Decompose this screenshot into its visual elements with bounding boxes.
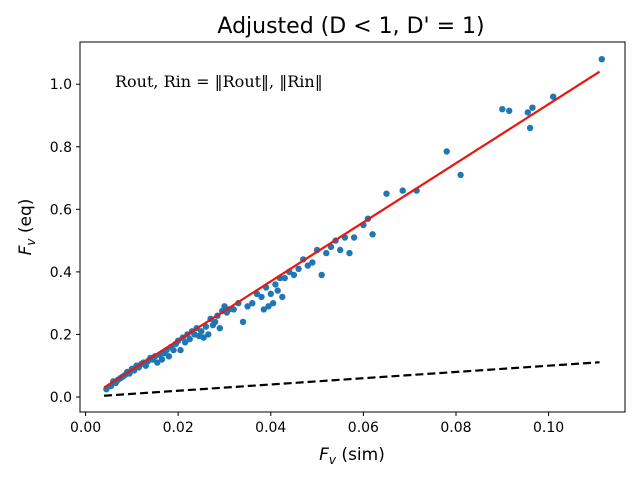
data-point xyxy=(200,334,207,341)
data-point xyxy=(170,346,177,354)
data-point xyxy=(165,353,173,360)
line-series xyxy=(103,70,601,397)
reference-line xyxy=(104,361,600,397)
x-tick-label: 0.00 xyxy=(70,420,101,436)
x-tick-label: 0.04 xyxy=(255,420,286,436)
data-point xyxy=(457,171,464,179)
data-point xyxy=(212,318,219,326)
data-point xyxy=(290,271,298,279)
data-point xyxy=(524,109,531,116)
data-point xyxy=(526,124,534,132)
y-axis-title-sub: v xyxy=(24,238,38,246)
y-tick-label: 1.0 xyxy=(50,77,72,93)
data-point xyxy=(258,293,265,301)
plot-area xyxy=(103,56,605,397)
data-point xyxy=(265,303,272,310)
data-point xyxy=(295,265,302,272)
data-point xyxy=(221,303,228,310)
data-point xyxy=(318,271,325,279)
data-point xyxy=(198,328,205,335)
data-point xyxy=(383,190,390,197)
chart-title: Adjusted (D < 1, D' = 1) xyxy=(217,14,484,39)
data-point xyxy=(529,104,536,111)
x-tick-label: 0.08 xyxy=(440,420,471,436)
data-point xyxy=(279,293,286,301)
data-point xyxy=(443,148,450,155)
y-axis-title-rest: (eq) xyxy=(16,199,36,239)
y-tick-label: 0.4 xyxy=(50,265,72,281)
data-point xyxy=(598,56,605,63)
x-axis: 0.00 0.02 0.04 0.06 0.08 0.10 xyxy=(70,412,564,436)
data-point xyxy=(249,300,256,307)
plot-frame xyxy=(79,41,626,413)
y-tick-label: 0.0 xyxy=(50,390,72,406)
x-tick-label: 0.06 xyxy=(348,420,379,436)
data-point xyxy=(499,106,506,113)
data-point xyxy=(177,346,184,354)
data-point xyxy=(346,249,353,257)
x-axis-title-main: F xyxy=(319,445,329,465)
data-point xyxy=(272,281,279,288)
data-point xyxy=(304,262,311,269)
data-point xyxy=(158,356,166,363)
x-tick-label: 0.10 xyxy=(533,420,564,436)
data-point xyxy=(267,290,274,297)
annotation-text: Rout, Rin = ‖Rout‖, ‖Rin‖ xyxy=(115,72,323,91)
scatter-series xyxy=(103,56,605,393)
data-point xyxy=(337,246,344,254)
x-axis-title-rest: (sim) xyxy=(336,445,385,465)
data-point xyxy=(181,339,189,346)
data-point xyxy=(369,231,376,238)
y-tick-label: 0.6 xyxy=(50,202,72,218)
x-axis-title: Fv (sim) xyxy=(319,445,385,467)
y-tick-label: 0.8 xyxy=(50,140,72,156)
y-axis: 0.0 0.2 0.4 0.6 0.8 1.0 xyxy=(50,77,80,406)
x-tick-label: 0.02 xyxy=(163,420,194,436)
data-point xyxy=(260,306,267,313)
y-axis-title: Fv (eq) xyxy=(16,199,38,256)
data-point xyxy=(216,325,223,332)
data-point xyxy=(399,187,406,194)
x-axis-title-sub: v xyxy=(329,453,337,467)
data-point xyxy=(281,274,288,282)
data-point xyxy=(244,303,251,310)
data-point xyxy=(350,234,358,241)
data-point xyxy=(205,331,212,338)
data-point xyxy=(274,287,281,294)
data-point xyxy=(230,306,237,313)
data-point xyxy=(239,318,247,326)
y-tick-label: 0.2 xyxy=(50,327,72,343)
data-point xyxy=(506,107,513,115)
data-point xyxy=(550,93,557,100)
data-point xyxy=(309,259,316,266)
fit-line xyxy=(103,70,601,389)
data-point xyxy=(186,335,193,343)
y-axis-title-main: F xyxy=(16,245,36,255)
data-point xyxy=(269,300,277,307)
data-point xyxy=(327,243,335,251)
data-point xyxy=(323,249,330,257)
data-point xyxy=(154,359,161,366)
